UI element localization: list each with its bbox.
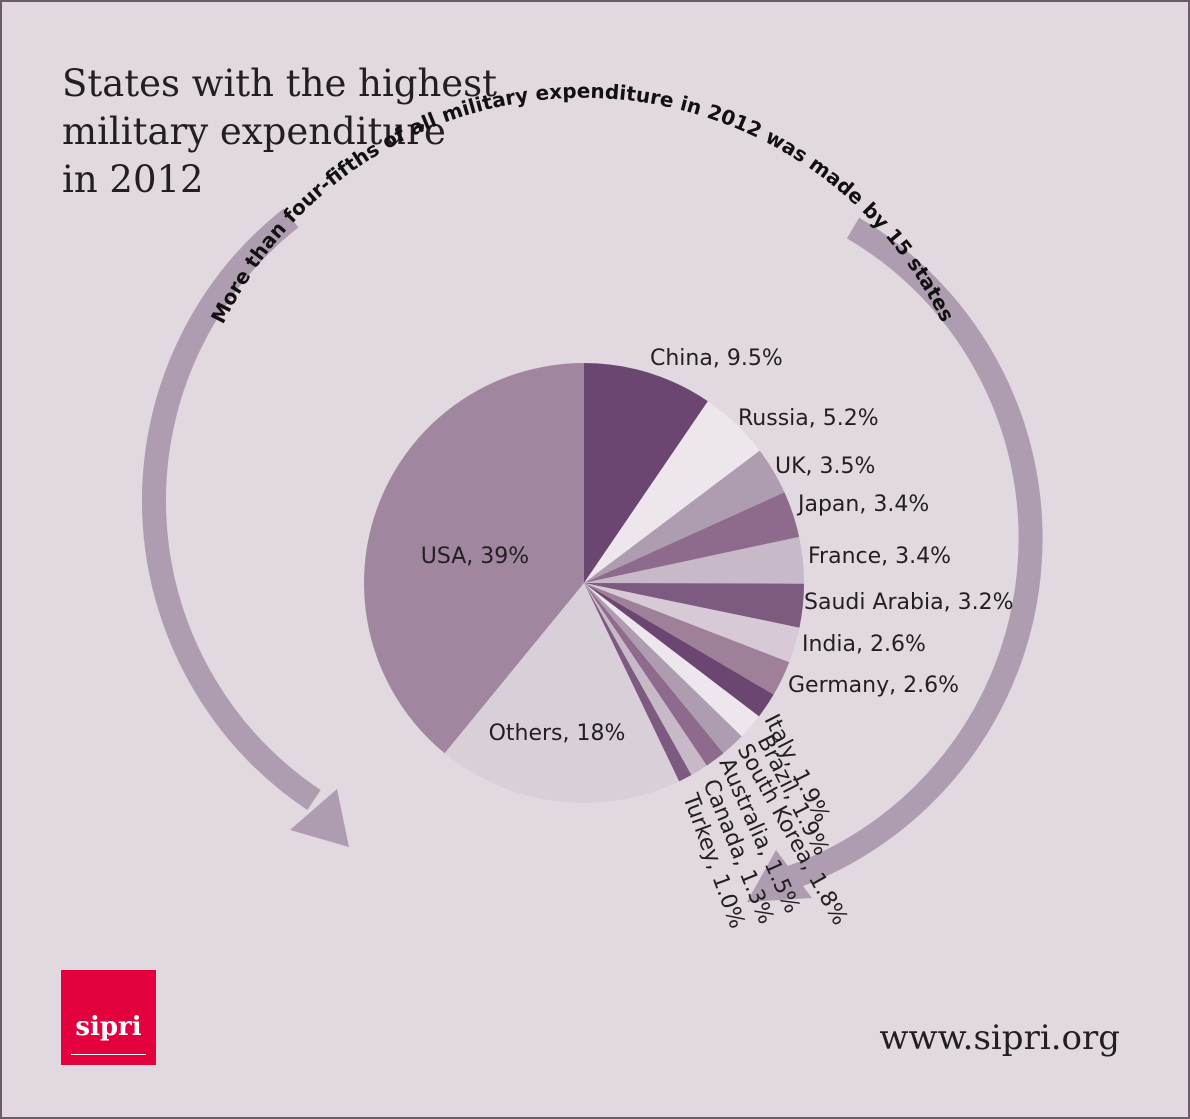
slice-japan[interactable] <box>584 492 800 583</box>
sipri-logo[interactable]: sipri <box>61 970 156 1065</box>
slice-australia[interactable] <box>584 583 724 766</box>
logo-text: sipri <box>75 1012 142 1042</box>
label-saudi-arabia: Saudi Arabia, 3.2% <box>804 590 1013 615</box>
slice-italy[interactable] <box>584 583 774 717</box>
slice-russia[interactable] <box>584 401 760 583</box>
slice-france[interactable] <box>584 536 805 584</box>
slice-china[interactable] <box>584 362 708 583</box>
slice-canada[interactable] <box>584 583 707 776</box>
label-usa: USA, 39% <box>421 544 529 569</box>
annotation-text-path: More than four-fifths of all military ex… <box>206 79 959 327</box>
slice-uk[interactable] <box>584 450 785 583</box>
label-uk: UK, 3.5% <box>775 454 875 479</box>
label-russia: Russia, 5.2% <box>738 406 879 431</box>
logo-rule <box>71 1054 146 1055</box>
label-others: Others, 18% <box>489 721 626 746</box>
slice-brazil[interactable] <box>584 583 759 737</box>
slice-south-korea[interactable] <box>584 583 742 754</box>
slice-germany[interactable] <box>584 583 790 695</box>
arrow-left <box>142 208 349 847</box>
slice-saudi-arabia[interactable] <box>584 583 804 628</box>
label-china: China, 9.5% <box>650 346 783 371</box>
slice-india[interactable] <box>584 583 800 663</box>
slice-usa[interactable] <box>363 363 584 754</box>
pie-slices <box>363 362 805 803</box>
label-germany: Germany, 2.6% <box>788 673 959 698</box>
title-line-2: military expenditure <box>62 110 446 153</box>
title-line-1: States with the highest <box>62 62 498 105</box>
title-line-3: in 2012 <box>62 158 204 201</box>
label-france: France, 3.4% <box>808 544 951 569</box>
pie-labels: China, 9.5% Russia, 5.2% UK, 3.5% Japan, 3.… <box>421 346 1014 932</box>
label-india: India, 2.6% <box>802 632 926 657</box>
annotation-text: More than four-fifths of all military ex… <box>206 79 959 327</box>
label-japan: Japan, 3.4% <box>796 492 929 517</box>
slice-others[interactable] <box>444 583 680 803</box>
chart-title: States with the highest military expendi… <box>62 60 497 204</box>
website-url[interactable]: www.sipri.org <box>879 1018 1120 1058</box>
slice-turkey[interactable] <box>584 583 692 782</box>
arrow-right <box>747 217 1043 902</box>
